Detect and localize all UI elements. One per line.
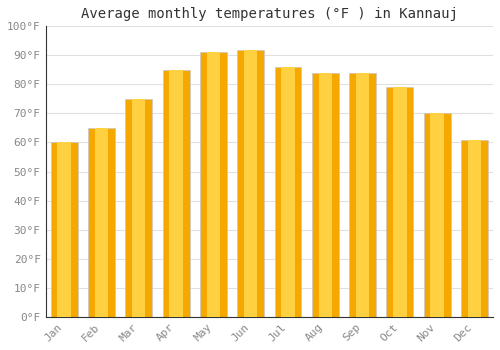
Title: Average monthly temperatures (°F ) in Kannauj: Average monthly temperatures (°F ) in Ka… [81, 7, 458, 21]
Bar [58, 142, 71, 317]
Bar [88, 128, 115, 317]
Bar [162, 70, 190, 317]
Bar [51, 142, 78, 317]
Bar [237, 49, 264, 317]
Bar [206, 52, 220, 317]
Bar [312, 73, 338, 317]
Bar [393, 87, 406, 317]
Bar [132, 99, 145, 317]
Bar [468, 140, 481, 317]
Bar [281, 67, 294, 317]
Bar [356, 73, 369, 317]
Bar [430, 113, 444, 317]
Bar [318, 73, 332, 317]
Bar [95, 128, 108, 317]
Bar [170, 70, 183, 317]
Bar [126, 99, 152, 317]
Bar [244, 49, 258, 317]
Bar [274, 67, 301, 317]
Bar [200, 52, 227, 317]
Bar [386, 87, 413, 317]
Bar [349, 73, 376, 317]
Bar [461, 140, 488, 317]
Bar [424, 113, 450, 317]
